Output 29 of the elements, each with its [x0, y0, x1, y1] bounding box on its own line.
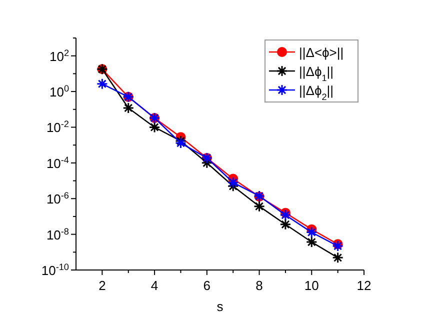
- y-tick-label: 10$^{-8}$: [46, 226, 69, 242]
- x-tick-label: 4: [150, 278, 158, 293]
- point: [148, 121, 160, 133]
- point: [280, 218, 292, 230]
- point: [306, 236, 318, 248]
- point: [96, 78, 108, 90]
- y-tick-label: 10$^{-2}$: [46, 119, 69, 136]
- legend-label: ||Δϕ$_{1}$||: [299, 64, 334, 83]
- point: [306, 226, 318, 238]
- x-tick-label: 2: [98, 278, 106, 293]
- x-tick-label: 6: [203, 278, 211, 293]
- y-tick-label: 10$^{0}$: [49, 84, 69, 100]
- legend-label: ||Δϕ$_{2}$||: [299, 83, 334, 102]
- y-tick-label: 10$^{-10}$: [41, 262, 69, 278]
- point: [201, 157, 213, 169]
- point: [122, 102, 134, 114]
- y-tick-label: 10$^{-4}$: [46, 154, 69, 171]
- x-tick-label: 10: [304, 278, 319, 293]
- point: [280, 209, 292, 221]
- point: [332, 240, 344, 252]
- point: [332, 252, 344, 264]
- x-tick-label: 12: [356, 278, 372, 293]
- x-tick-label: 8: [256, 278, 263, 293]
- y-tick-label: 10$^{2}$: [49, 48, 69, 64]
- x-axis-title: s: [216, 299, 224, 314]
- point: [254, 200, 266, 212]
- legend-label: ||Δ<ϕ>||: [299, 45, 344, 60]
- point: [227, 176, 239, 188]
- y-tick-label: 10$^{-6}$: [46, 190, 69, 207]
